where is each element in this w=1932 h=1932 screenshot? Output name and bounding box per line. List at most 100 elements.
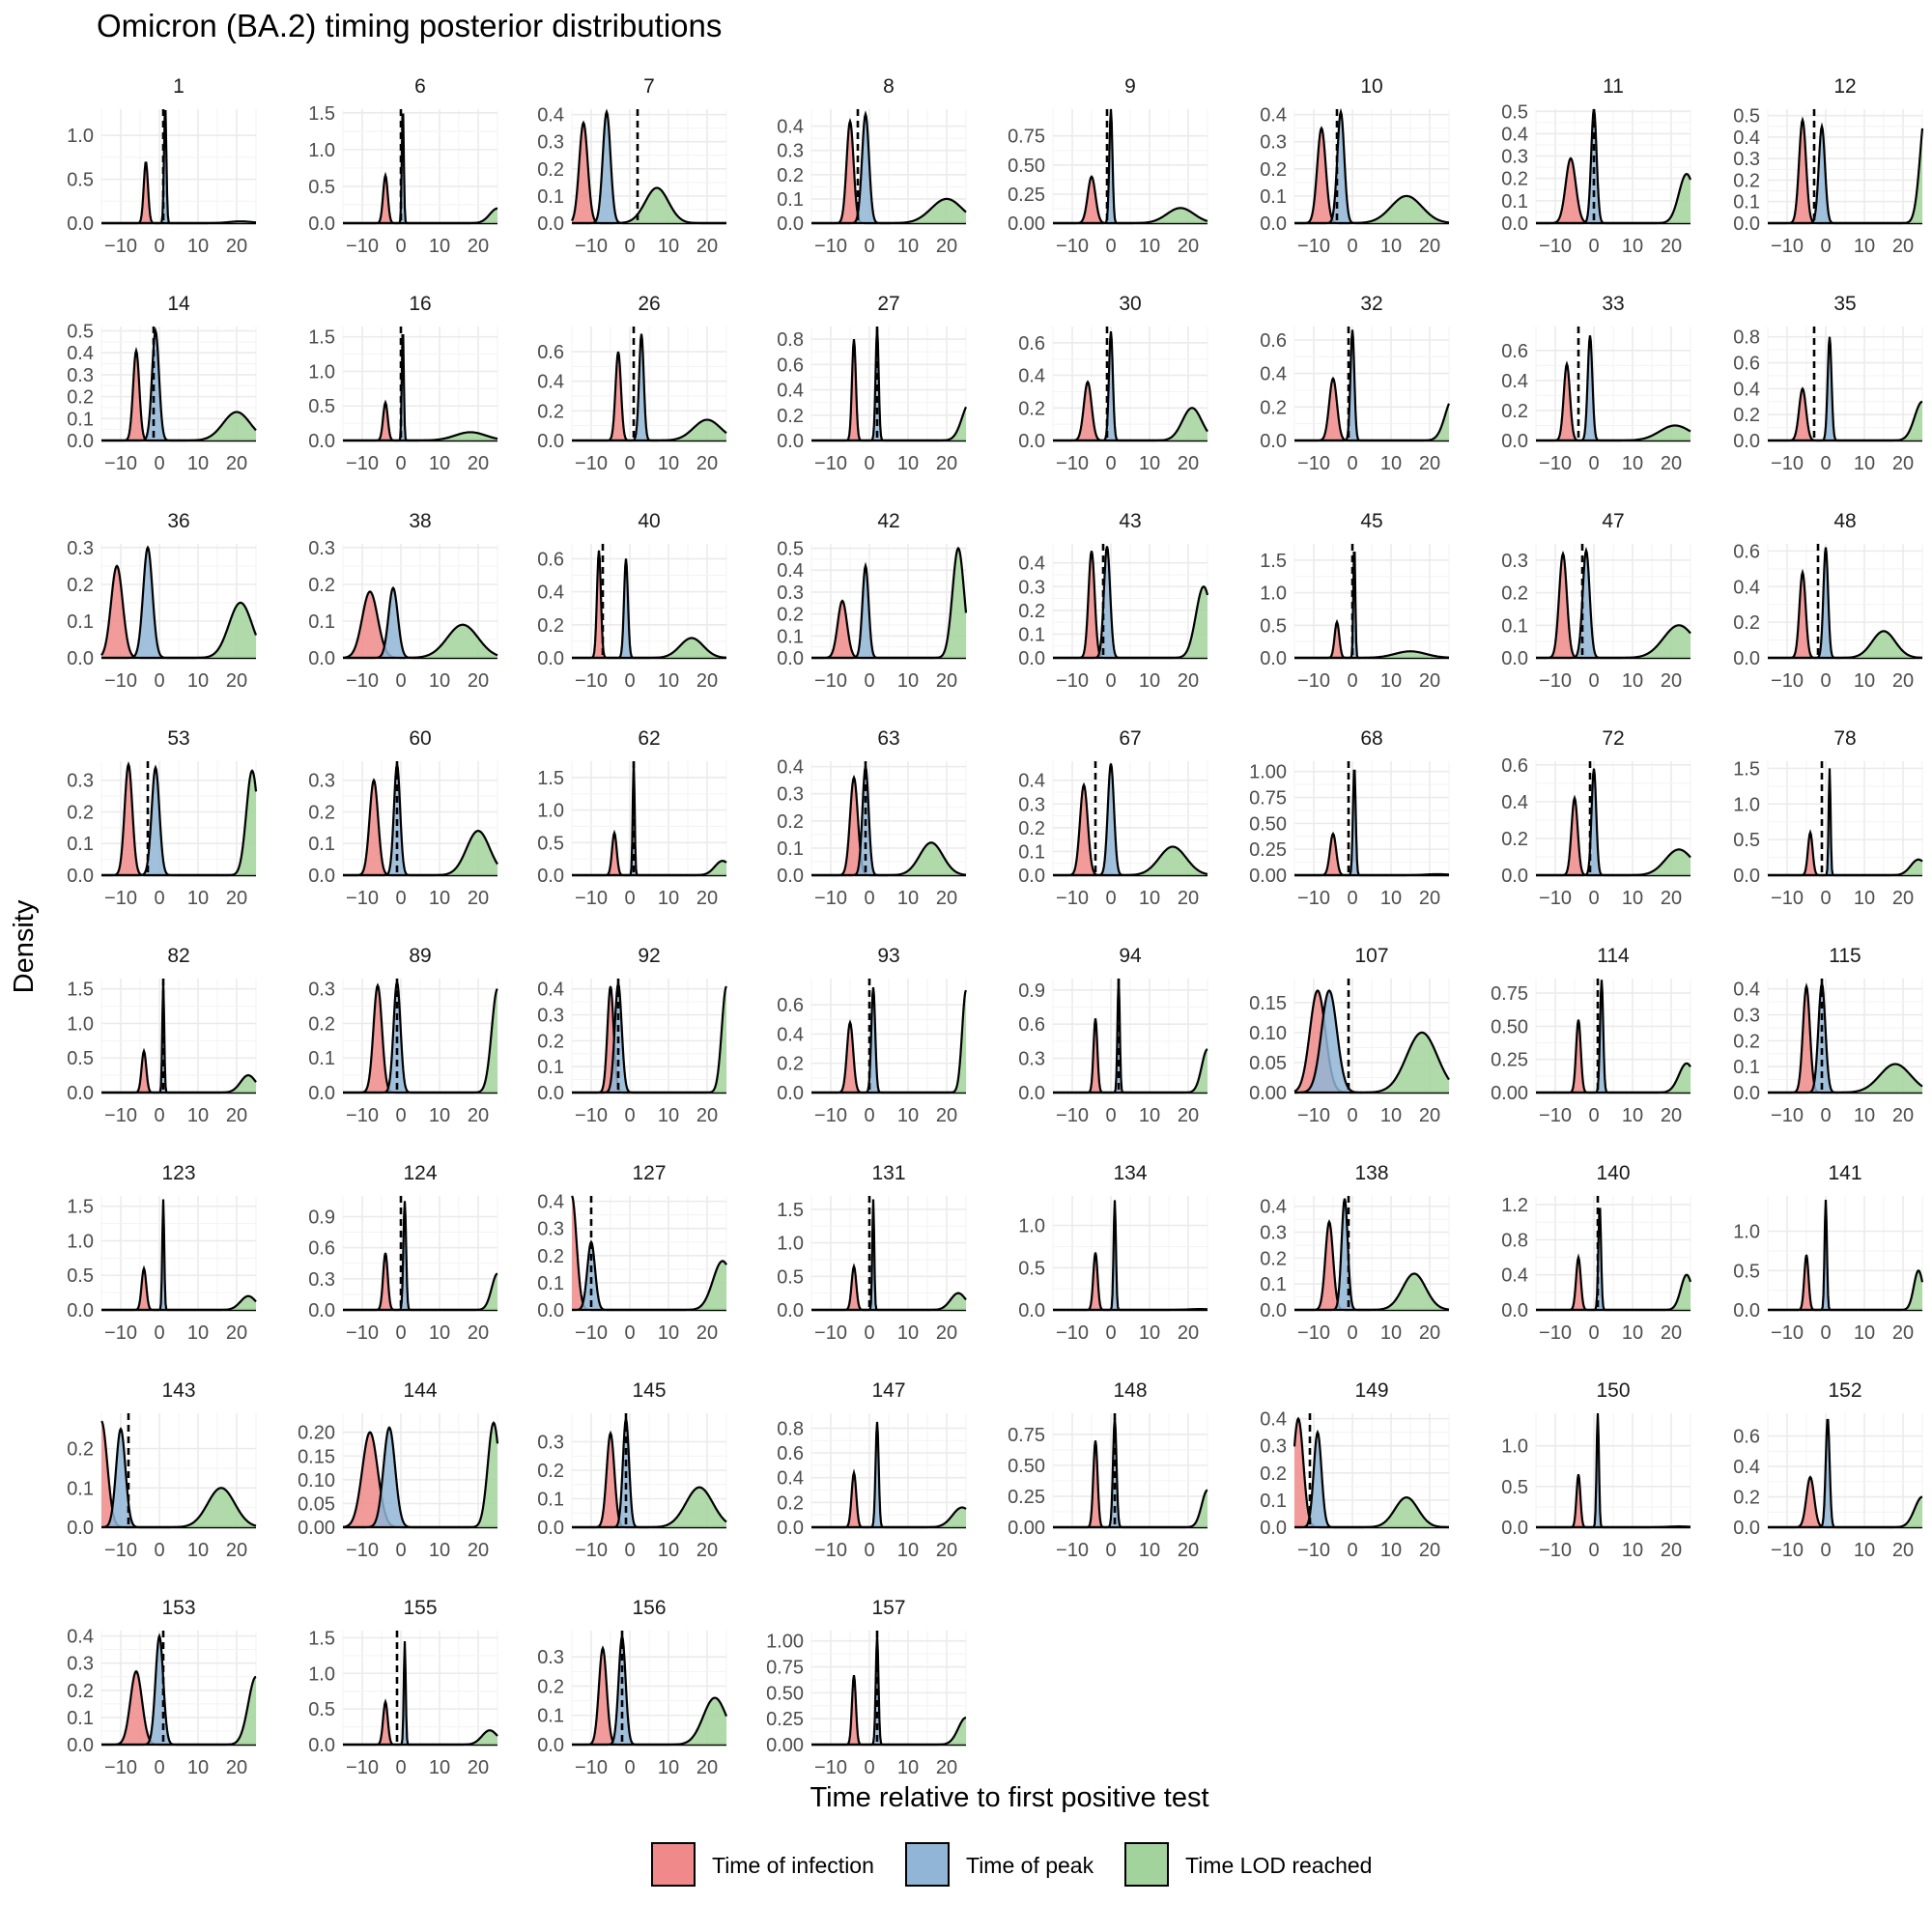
y-tick-label: 0.5 <box>1733 1261 1760 1282</box>
density-fill-3 <box>343 1730 497 1745</box>
x-tick-label: 20 <box>936 236 957 257</box>
y-tick-label: 0.25 <box>1491 1050 1528 1071</box>
y-tick-label: 0.1 <box>67 1478 94 1499</box>
density-line-3 <box>572 1486 727 1529</box>
x-tick-label: −10 <box>346 1105 379 1126</box>
panel-35: 0.0 0.2 0.4 0.6 0.8 −10 0 10 20 35 <box>1733 293 1923 474</box>
y-tick-label: 1.0 <box>67 126 94 147</box>
density-fill-1 <box>101 565 256 658</box>
density-line-3 <box>1294 650 1450 660</box>
density-line-3 <box>343 988 498 1094</box>
density-line-3 <box>1053 585 1209 660</box>
x-tick-label: 20 <box>226 1757 247 1778</box>
y-tick-label: 0.3 <box>67 365 94 386</box>
density-line-3 <box>1536 172 1692 225</box>
panel-10: 0.0 0.1 0.2 0.3 0.4 −10 0 10 20 10 <box>1260 75 1450 257</box>
panel-title: 27 <box>877 293 899 315</box>
panel-32: 0.0 0.2 0.4 0.6 −10 0 10 20 32 <box>1260 293 1451 474</box>
y-tick-label: 0.0 <box>67 866 94 887</box>
x-tick-label: 10 <box>1380 236 1402 257</box>
y-tick-label: 0.15 <box>298 1446 335 1467</box>
panel-title: 150 <box>1596 1379 1630 1402</box>
y-tick-label: 0.0 <box>1501 1518 1528 1539</box>
y-tick-label: 0.2 <box>1260 397 1287 418</box>
density-line-3 <box>1768 400 1923 442</box>
x-tick-label: 0 <box>154 670 164 692</box>
density-line-3 <box>572 418 727 442</box>
y-tick-label: 0.0 <box>537 1735 564 1756</box>
y-tick-label: 0.2 <box>777 811 804 833</box>
y-tick-label: 0.1 <box>1018 624 1045 645</box>
density-line-3 <box>1768 1063 1923 1094</box>
y-tick-label: 0.75 <box>1249 788 1287 810</box>
y-tick-label: 0.50 <box>1008 1456 1045 1477</box>
panel-title: 8 <box>883 75 895 98</box>
y-tick-label: 0.3 <box>1018 794 1045 815</box>
density-fill-1 <box>343 780 497 875</box>
density-fill-1 <box>1768 1477 1922 1527</box>
x-tick-label: 20 <box>468 1105 489 1126</box>
density-line-3 <box>811 1506 967 1529</box>
panel-title: 148 <box>1113 1379 1147 1402</box>
x-tick-label: 10 <box>897 1105 919 1126</box>
x-tick-label: 0 <box>1588 1540 1599 1561</box>
panel-138: 0.0 0.1 0.2 0.3 0.4 −10 0 10 20 138 <box>1260 1162 1450 1344</box>
x-tick-label: 10 <box>897 1322 919 1344</box>
panel-123: 0.0 0.5 1.0 1.5 −10 0 10 20 123 <box>67 1162 257 1344</box>
y-tick-label: 0.4 <box>1501 792 1528 813</box>
x-tick-label: 0 <box>624 888 635 909</box>
panel-title: 127 <box>632 1162 666 1184</box>
panel-115: 0.0 0.1 0.2 0.3 0.4 −10 0 10 20 115 <box>1733 945 1923 1126</box>
y-tick-label: 1.00 <box>1249 762 1287 783</box>
y-tick-label: 0.0 <box>308 1083 335 1104</box>
density-fill-3 <box>1294 1273 1449 1310</box>
y-tick-label: 0.3 <box>308 771 335 792</box>
y-tick-label: 0.0 <box>777 1518 804 1539</box>
y-tick-label: 0.5 <box>308 177 335 198</box>
density-fill-3 <box>572 638 726 658</box>
y-tick-label: 0.6 <box>1501 755 1528 777</box>
density-line-3 <box>1053 1048 1208 1094</box>
x-tick-label: −10 <box>346 236 379 257</box>
x-tick-label: 20 <box>1661 453 1682 474</box>
y-tick-label: 0.5 <box>777 1266 804 1288</box>
y-tick-label: 1.0 <box>1733 1222 1760 1243</box>
x-tick-label: 20 <box>1178 888 1199 909</box>
density-fill-2 <box>1294 990 1449 1093</box>
legend-item: Time LOD reached <box>1124 1842 1372 1887</box>
x-tick-label: −10 <box>104 236 137 257</box>
x-tick-label: 10 <box>658 236 679 257</box>
x-tick-label: 20 <box>696 888 718 909</box>
panel-14: 0.00.10.20.30.40.5 −10 0 10 20 14 <box>67 293 257 474</box>
panel-title: 157 <box>871 1597 905 1619</box>
x-tick-label: 10 <box>187 1757 209 1778</box>
y-tick-label: 0.5 <box>1501 1477 1528 1498</box>
y-tick-label: 0.1 <box>67 409 94 430</box>
x-tick-label: 0 <box>1347 670 1357 692</box>
x-tick-label: 20 <box>1419 1105 1440 1126</box>
y-tick-label: 0.3 <box>1733 149 1760 170</box>
y-tick-label: 0.25 <box>1008 185 1045 206</box>
x-tick-label: −10 <box>1539 670 1572 692</box>
y-tick-label: 1.5 <box>777 1200 804 1221</box>
x-tick-label: −10 <box>575 236 608 257</box>
panel-11: 0.00.10.20.30.40.5 −10 0 10 20 11 <box>1501 75 1692 257</box>
legend-swatch <box>905 1842 950 1887</box>
density-line-3 <box>343 623 498 660</box>
density-fill-1 <box>1536 157 1690 223</box>
density-line-3 <box>1768 128 1924 225</box>
panel-53: 0.0 0.1 0.2 0.3 −10 0 10 20 53 <box>67 727 258 909</box>
y-tick-label: 0.0 <box>1260 1518 1287 1539</box>
y-tick-label: 1.0 <box>67 1231 94 1252</box>
y-tick-label: 0.1 <box>1501 191 1528 213</box>
x-tick-label: 0 <box>1820 888 1831 909</box>
x-tick-label: 20 <box>1178 670 1199 692</box>
x-tick-label: 10 <box>1854 888 1875 909</box>
legend-label: Time of infection <box>712 1853 874 1878</box>
x-tick-label: −10 <box>1056 1322 1089 1344</box>
x-tick-label: 20 <box>1419 888 1440 909</box>
panel-38: 0.0 0.1 0.2 0.3 −10 0 10 20 38 <box>308 510 498 692</box>
x-tick-label: 20 <box>1661 1540 1682 1561</box>
x-tick-label: 0 <box>1105 453 1116 474</box>
x-tick-label: 20 <box>226 670 247 692</box>
